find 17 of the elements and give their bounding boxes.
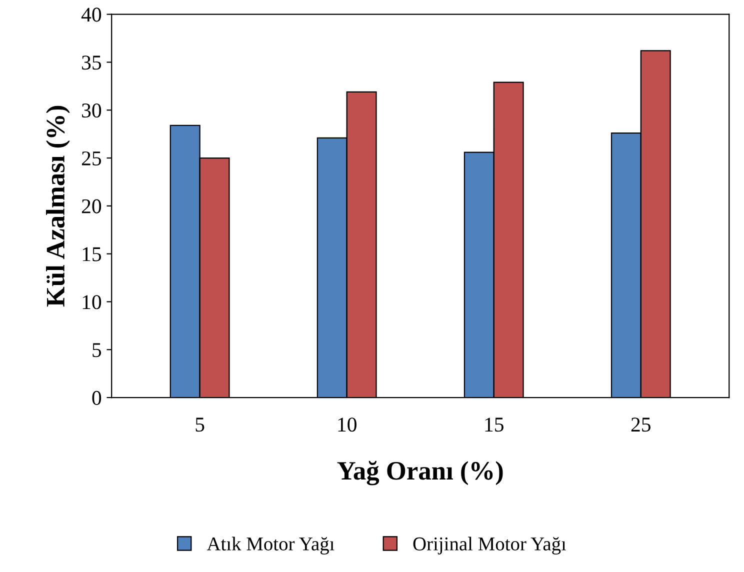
y-tick-label: 5	[92, 343, 102, 358]
x-tick-label: 10	[338, 418, 356, 432]
legend-label: Orijinal Motor Yağı	[413, 536, 566, 554]
y-tick-label: 25	[82, 151, 102, 166]
y-tick-label: 15	[82, 247, 102, 262]
y-tick-label: 30	[82, 103, 102, 118]
y-tick-label: 0	[92, 390, 102, 405]
x-tick-label: 25	[631, 418, 651, 432]
x-axis-title: Yağ Oranı (%)	[337, 460, 503, 486]
x-tick-label: 5	[196, 418, 204, 432]
y-tick-label: 20	[82, 199, 102, 214]
x-tick-label: 15	[485, 418, 504, 432]
y-tick-label: 40	[81, 8, 102, 22]
y-axis-title: Kül Azalması (%)	[46, 106, 70, 307]
legend-label: Atık Motor Yağı	[206, 536, 334, 554]
y-tick-label: 10	[82, 295, 102, 310]
y-tick-label: 35	[82, 56, 102, 70]
